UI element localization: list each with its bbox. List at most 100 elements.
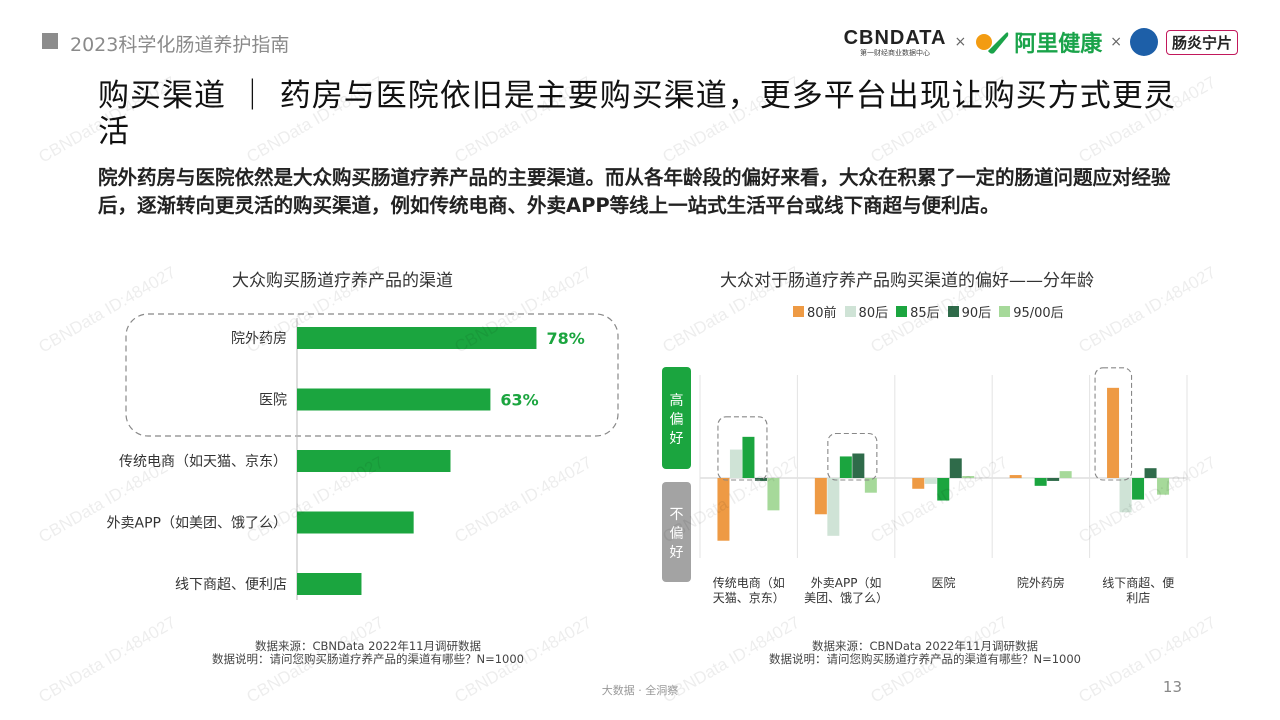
- high-preference-panel: [662, 367, 691, 469]
- bar: [297, 388, 491, 411]
- bar: [729, 449, 742, 478]
- high-preference-label: 好: [670, 431, 684, 447]
- bar: [1132, 478, 1145, 500]
- legend-swatch: [947, 306, 959, 317]
- bar: [742, 436, 755, 478]
- brand-seal-icon: [1129, 28, 1158, 56]
- category-label: 传统电商（如天猫、京东）: [713, 575, 785, 605]
- ali-health-logo: 阿里健康: [974, 26, 1102, 58]
- low-preference-label: 好: [670, 545, 684, 561]
- legend-swatch: [896, 306, 908, 317]
- legend-item: 95/00后: [999, 302, 1064, 321]
- legend-item: 90后: [947, 302, 992, 321]
- watermark-text: CBNData ID:484027: [1075, 262, 1220, 357]
- bar: [1022, 478, 1035, 479]
- low-preference-label: 偏: [670, 526, 684, 542]
- partner-logos: CBNDATA 第一财经商业数据中心 × 阿里健康 × 肠炎宁片: [844, 26, 1238, 58]
- category-label-line: 外卖APP（如: [811, 575, 882, 590]
- category-label: 院外药房: [1017, 575, 1065, 590]
- bar: [297, 511, 414, 534]
- right-chart-footnote: 数据来源：CBNData 2022年11月调研数据 数据说明：请问您购买肠道疗养…: [700, 640, 1150, 666]
- bar: [1144, 468, 1157, 478]
- category-label: 院外药房: [231, 331, 287, 347]
- left-chart-title: 大众购买肠道疗养产品的渠道: [232, 271, 453, 291]
- bar: [1009, 475, 1022, 478]
- right-chart-title: 大众对于肠道疗养产品购买渠道的偏好——分年龄: [720, 271, 1094, 291]
- high-preference-label: 高: [670, 392, 684, 409]
- report-title: 2023科学化肠道养护指南: [70, 34, 290, 56]
- bar: [924, 478, 937, 484]
- header-marker: [42, 33, 58, 49]
- high-preference-label: 偏: [670, 412, 684, 428]
- bar: [814, 478, 827, 515]
- bar: [1107, 387, 1120, 478]
- legend-label: 85后: [910, 306, 940, 321]
- legend-item: 80后: [844, 302, 889, 321]
- category-label-line: 院外药房: [1017, 575, 1065, 590]
- cbndata-logo-text: CBNDATA: [843, 26, 947, 49]
- times-sign-2: ×: [1110, 34, 1122, 50]
- ali-health-icon: [976, 32, 1009, 54]
- category-label: 医院: [931, 576, 955, 590]
- left-chart-source: 数据来源：CBNData 2022年11月调研数据: [254, 639, 482, 653]
- highlight-box: [125, 313, 619, 437]
- left-chart-footnote: 数据来源：CBNData 2022年11月调研数据 数据说明：请问您购买肠道疗养…: [130, 640, 606, 666]
- category-label: 线下商超、便利店: [175, 577, 287, 593]
- data-label: 78%: [546, 329, 584, 348]
- bar: [1157, 478, 1170, 495]
- bar: [827, 478, 840, 536]
- right-chart-source: 数据来源：CBNData 2022年11月调研数据: [811, 639, 1039, 653]
- left-chart-note: 数据说明：请问您购买肠道疗养产品的渠道有哪些？N=1000: [211, 652, 524, 666]
- bar: [754, 478, 767, 481]
- legend-swatch: [999, 306, 1011, 317]
- highlight-box: [717, 416, 768, 481]
- bar: [1119, 478, 1132, 513]
- bar: [717, 478, 730, 541]
- bar: [962, 476, 975, 478]
- legend-swatch: [793, 306, 804, 317]
- highlight-box: [827, 432, 878, 481]
- category-label-line: 美团、饿了么）: [804, 591, 888, 605]
- page-number: 13: [1162, 678, 1182, 696]
- bar: [297, 573, 362, 595]
- category-label: 外卖APP（如美团、饿了么）: [107, 516, 287, 532]
- category-label: 传统电商（如天猫、京东）: [119, 454, 287, 470]
- highlight-box: [1094, 367, 1133, 481]
- times-sign: ×: [954, 34, 967, 50]
- bar: [1034, 478, 1047, 486]
- bar: [852, 453, 865, 478]
- legend-label: 80后: [858, 306, 889, 321]
- category-label: 外卖APP（如美团、饿了么）: [804, 575, 888, 605]
- footer-slogan: 大数据 · 全洞察: [601, 684, 679, 697]
- bar: [839, 456, 852, 478]
- right-chart-legend: 80前 80后 85后 90后 95/00后: [793, 302, 1064, 321]
- ali-health-name: 阿里健康: [1014, 32, 1103, 57]
- slide-subtitle: 院外药房与医院依然是大众购买肠道疗养产品的主要渠道。而从各年龄段的偏好来看，大众…: [98, 166, 1171, 217]
- low-preference-label: 不: [670, 507, 684, 523]
- legend-item: 85后: [896, 302, 940, 321]
- bar: [297, 327, 537, 349]
- category-label-line: 天猫、京东）: [713, 591, 785, 605]
- bar: [297, 450, 451, 472]
- category-label: 医院: [259, 393, 287, 409]
- bar: [1059, 471, 1072, 478]
- bar: [937, 478, 950, 501]
- category-label: 线下商超、便利店: [1102, 575, 1174, 605]
- bar: [949, 458, 962, 478]
- brand-logo: 肠炎宁片: [1165, 29, 1238, 55]
- bar: [912, 478, 925, 489]
- legend-label: 90后: [961, 306, 992, 321]
- legend-label: 80前: [807, 306, 837, 321]
- bar: [767, 478, 780, 511]
- left-bar-chart: 院外药房 78% 医院 63% 传统电商（如天猫、京东） 外卖APP（如美团、饿了么） 线下…: [107, 313, 619, 600]
- bar: [1047, 478, 1060, 481]
- cbndata-logo: CBNDATA 第一财经商业数据中心: [844, 28, 947, 57]
- right-chart-note: 数据说明：请问您购买肠道疗养产品的渠道有哪些？N=1000: [768, 652, 1081, 666]
- bar: [864, 478, 877, 493]
- legend-label: 95/00后: [1013, 306, 1064, 321]
- category-label-line: 传统电商（如: [713, 575, 785, 590]
- category-label-line: 线下商超、便: [1102, 575, 1174, 590]
- data-label: 63%: [500, 391, 538, 410]
- legend-swatch: [844, 306, 856, 317]
